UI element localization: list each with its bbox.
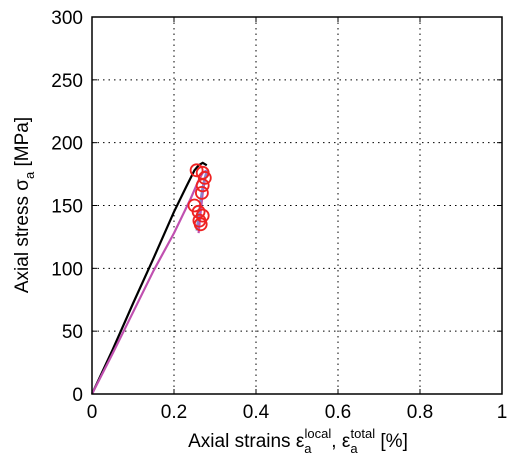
y-tick-label: 0 xyxy=(72,385,83,406)
y-axis-title-sub: a xyxy=(22,171,37,179)
x-tick-label: 0.4 xyxy=(243,402,270,423)
grid-lines xyxy=(91,16,503,395)
y-axis-title: Axial stress σa [MPa] xyxy=(12,117,37,293)
x-axis-title-suffix: [%] xyxy=(375,431,408,452)
series-line-1 xyxy=(91,169,208,395)
x-tick-label: 0.2 xyxy=(161,402,187,423)
x-axis-title-sub2: a xyxy=(350,441,358,456)
x-axis-title-prefix: Axial strains ε xyxy=(188,431,305,452)
x-axis-title-mid: , ε xyxy=(331,431,351,452)
y-tick-label: 250 xyxy=(51,71,83,92)
y-tick-label: 150 xyxy=(51,197,83,218)
plot-frame xyxy=(91,16,503,395)
x-axis-title-sup2: total xyxy=(351,426,376,441)
x-tick-label: 0.8 xyxy=(407,402,433,423)
y-tick-labels: 0 50 100 150 200 250 300 xyxy=(51,8,83,406)
y-tick-label: 50 xyxy=(62,322,83,343)
series-line-0 xyxy=(91,161,208,395)
marker-group xyxy=(187,163,212,232)
data-marker xyxy=(194,185,209,200)
y-axis-title-prefix: Axial stress σ xyxy=(12,179,33,293)
data-marker xyxy=(195,178,210,193)
x-tick-label: 1 xyxy=(497,402,508,423)
x-axis-title-sub1: a xyxy=(304,441,312,456)
y-axis-title-suffix: [MPa] xyxy=(12,117,33,172)
x-tick-labels: 0 0.2 0.4 0.6 0.8 1 xyxy=(87,402,508,423)
x-tick-label: 0.6 xyxy=(325,402,351,423)
y-tick-label: 300 xyxy=(51,8,83,29)
y-tick-label: 200 xyxy=(51,134,83,155)
data-marker xyxy=(197,170,212,185)
y-tick-label: 100 xyxy=(51,259,83,280)
data-marker xyxy=(193,217,208,232)
x-axis-title-sup1: local xyxy=(305,426,332,441)
data-marker xyxy=(189,163,204,178)
x-axis-title: Axial strains εalocal, εatotal [%] xyxy=(188,426,408,456)
x-tick-label: 0 xyxy=(87,402,98,423)
